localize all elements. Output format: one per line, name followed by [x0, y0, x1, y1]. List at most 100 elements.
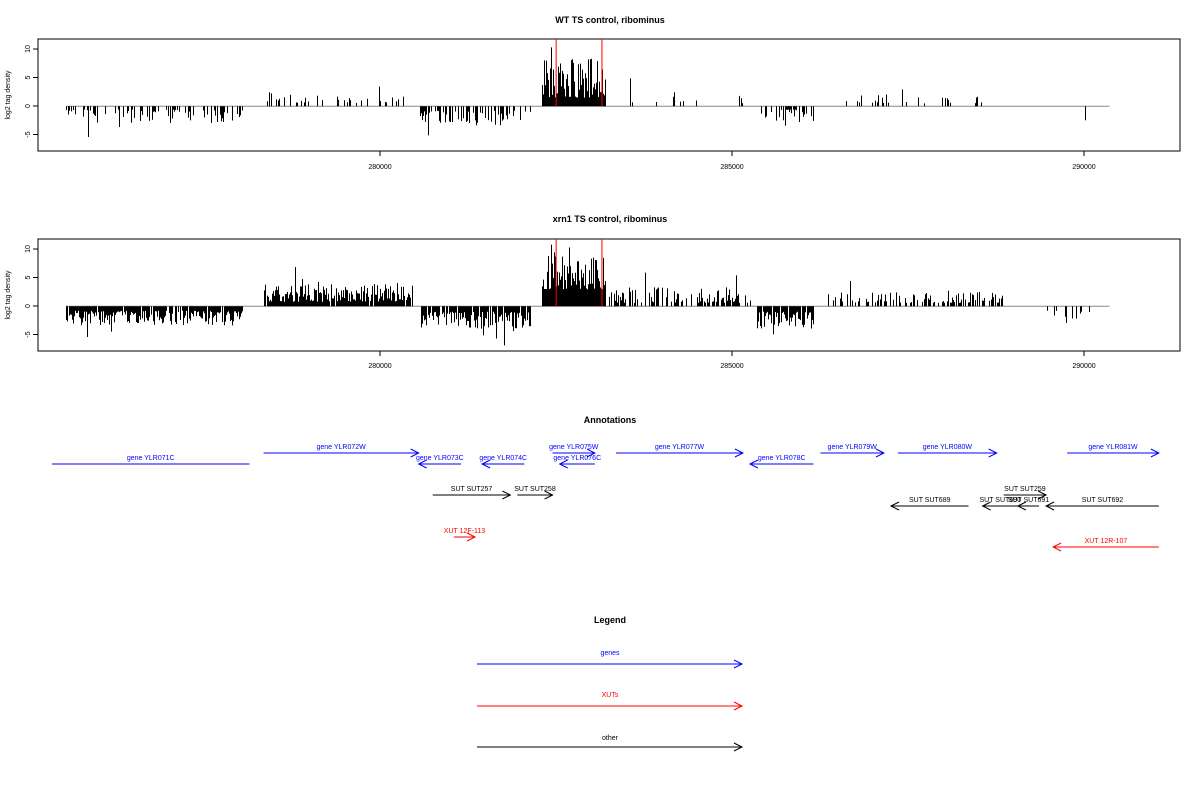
y-axis-label: log2 tag density	[5, 70, 12, 120]
y-tick-label: 0	[25, 304, 32, 308]
feature-gene-ylr078c: gene YLR078C	[748, 455, 814, 469]
feature-arrowhead	[586, 448, 597, 458]
feature-arrowhead	[981, 501, 991, 511]
feature-label: SUT SUT689	[909, 497, 951, 504]
panel-title: WT TS control, ribominus	[555, 15, 665, 25]
feature-arrowhead	[480, 459, 491, 469]
feature-gene-ylr075w: gene YLR075W	[549, 444, 599, 458]
feature-arrowhead	[889, 501, 900, 511]
feature-sut-sut259: SUT SUT259	[1003, 486, 1048, 500]
feature-arrowhead	[734, 448, 745, 458]
coverage-bars	[66, 39, 1110, 137]
feature-label: XUT 12R-107	[1085, 538, 1128, 545]
feature-label: gene YLR071C	[127, 455, 175, 462]
feature-gene-ylr074c: gene YLR074C	[479, 455, 527, 469]
feature-label: gene YLR077W	[655, 444, 705, 451]
feature-sut-sut258: SUT SUT258	[514, 486, 556, 500]
feature-arrowhead	[502, 490, 512, 500]
annotations-title: Annotations	[584, 415, 637, 425]
legend: Legend genes XUTs other	[477, 615, 744, 752]
plot-frame	[37, 238, 1181, 352]
feature-label: SUT SUT691	[1008, 497, 1050, 504]
feature-sut-sut691: SUT SUT691	[1008, 497, 1050, 511]
x-tick-label: 280000	[368, 164, 391, 171]
feature-gene-ylr077w: gene YLR077W	[616, 444, 745, 458]
y-tick-label: 5	[25, 275, 32, 279]
legend-item-other: other	[477, 735, 744, 752]
x-tick-label: 290000	[1072, 363, 1095, 370]
feature-label: gene YLR081W	[1088, 444, 1138, 451]
wt-coverage-panel: WT TS control, ribominus log2 tag densit…	[5, 15, 1181, 171]
x-tick-label: 280000	[368, 363, 391, 370]
feature-arrowhead	[417, 459, 427, 469]
x-axis: 280000 285000 290000	[368, 351, 1096, 370]
feature-gene-ylr073c: gene YLR073C	[416, 455, 464, 469]
x-tick-label: 285000	[720, 164, 743, 171]
coverage-bars	[66, 239, 1110, 346]
y-tick-label: 0	[25, 104, 32, 108]
y-tick-label: 10	[25, 45, 32, 53]
y-axis: -5 0 5 10	[25, 245, 39, 338]
feature-label: SUT SUT257	[451, 486, 493, 493]
feature-arrows: gene YLR071C gene YLR072W gene YLR073C gene…	[52, 444, 1160, 552]
feature-label: gene YLR079W	[828, 444, 878, 451]
plot-frame	[37, 38, 1181, 152]
feature-label: SUT SUT692	[1082, 497, 1124, 504]
y-tick-label: 10	[25, 245, 32, 253]
feature-label: gene YLR073C	[416, 455, 464, 462]
feature-arrowhead	[1150, 448, 1160, 458]
feature-gene-ylr071c: gene YLR071C	[52, 455, 250, 465]
feature-arrowhead	[748, 459, 759, 469]
legend-arrowhead	[733, 742, 744, 752]
y-tick-label: -5	[25, 331, 32, 337]
feature-arrowhead	[558, 459, 568, 469]
feature-label: gene YLR074C	[479, 455, 527, 462]
x-tick-label: 285000	[720, 363, 743, 370]
feature-gene-ylr079w: gene YLR079W	[820, 444, 886, 458]
feature-label: SUT SUT258	[514, 486, 556, 493]
y-axis: -5 0 5 10	[25, 45, 39, 138]
panel-title: xrn1 TS control, ribominus	[553, 214, 668, 224]
feature-gene-ylr076c: gene YLR076C	[553, 455, 601, 469]
feature-gene-ylr081w: gene YLR081W	[1067, 444, 1160, 458]
feature-arrowhead	[1016, 501, 1027, 511]
x-tick-label: 290000	[1072, 164, 1095, 171]
legend-item-xuts: XUTs	[477, 692, 744, 711]
feature-label: gene YLR078C	[758, 455, 806, 462]
feature-label: gene YLR072W	[316, 444, 366, 451]
feature-sut-sut690: SUT SUT690	[979, 497, 1021, 511]
legend-arrowhead	[733, 659, 744, 669]
feature-sut-sut689: SUT SUT689	[889, 497, 969, 511]
x-axis: 280000 285000 290000	[368, 151, 1096, 171]
feature-xut-12r-107: XUT 12R-107	[1051, 538, 1159, 552]
legend-title: Legend	[594, 615, 626, 625]
feature-xut-12f-113: XUT 12F-113	[444, 528, 485, 542]
feature-arrowhead	[1037, 490, 1048, 500]
legend-label: other	[602, 735, 619, 742]
legend-item-genes: genes	[477, 650, 744, 669]
y-tick-label: 5	[25, 75, 32, 79]
feature-sut-sut692: SUT SUT692	[1044, 497, 1159, 511]
feature-label: gene YLR080W	[923, 444, 973, 451]
feature-gene-ylr072w: gene YLR072W	[263, 444, 420, 458]
feature-gene-ylr080w: gene YLR080W	[898, 444, 998, 458]
y-tick-label: -5	[25, 131, 32, 137]
feature-label: SUT SUT259	[1004, 486, 1046, 493]
feature-label: gene YLR075W	[549, 444, 599, 451]
legend-label: genes	[600, 650, 620, 657]
feature-arrowhead	[1051, 542, 1062, 552]
y-axis-label: log2 tag density	[5, 270, 12, 320]
feature-sut-sut257: SUT SUT257	[432, 486, 512, 500]
feature-label: XUT 12F-113	[444, 528, 485, 535]
feature-arrowhead	[988, 448, 998, 458]
feature-arrowhead	[1044, 501, 1055, 511]
feature-label: gene YLR076C	[553, 455, 601, 462]
feature-arrowhead	[410, 448, 420, 458]
feature-arrowhead	[466, 532, 477, 542]
feature-arrowhead	[544, 490, 554, 500]
legend-label: XUTs	[602, 692, 619, 699]
feature-arrowhead	[875, 448, 886, 458]
